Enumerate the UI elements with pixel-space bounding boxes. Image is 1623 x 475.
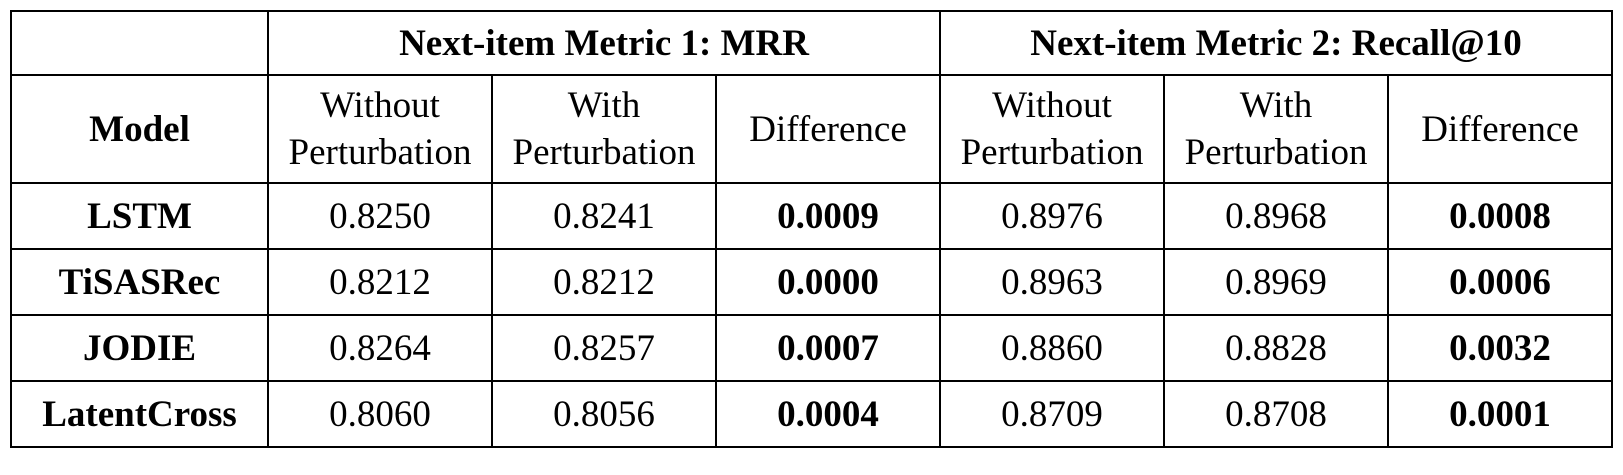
group-header-recall: Next-item Metric 2: Recall@10 [939, 10, 1614, 76]
mrr-difference-cell: 0.0007 [714, 314, 942, 382]
model-name: LatentCross [10, 380, 269, 448]
recall-difference-cell: 0.0008 [1387, 182, 1614, 250]
mrr-with-cell: 0.8257 [491, 314, 717, 382]
sub-header-line1: Difference [749, 108, 907, 150]
sub-header-recall-difference: Difference [1387, 74, 1614, 184]
sub-header-line1: Without [992, 85, 1112, 126]
sub-header-line2: Perturbation [288, 132, 472, 173]
results-table: Next-item Metric 1: MRR Next-item Metric… [10, 10, 1614, 448]
model-name: TiSASRec [10, 248, 269, 316]
mrr-with-cell: 0.8056 [491, 380, 717, 448]
mrr-difference-cell: 0.0009 [714, 182, 942, 250]
recall-difference-cell: 0.0001 [1387, 380, 1614, 448]
sub-header-mrr-difference: Difference [714, 74, 942, 184]
mrr-with-cell: 0.8212 [491, 248, 717, 316]
sub-header-recall-with: With Perturbation [1163, 74, 1390, 184]
recall-with-cell: 0.8708 [1163, 380, 1390, 448]
mrr-without-cell: 0.8060 [267, 380, 493, 448]
mrr-difference-cell: 0.0004 [714, 380, 942, 448]
recall-with-cell: 0.8969 [1163, 248, 1390, 316]
recall-without-cell: 0.8976 [939, 182, 1166, 250]
mrr-without-cell: 0.8250 [267, 182, 493, 250]
sub-header-recall-without: Without Perturbation [939, 74, 1166, 184]
sub-header-line1: Difference [1421, 108, 1579, 150]
group-header-row: Next-item Metric 1: MRR Next-item Metric… [10, 10, 1614, 76]
model-name: LSTM [10, 182, 269, 250]
sub-header-line1: Without [320, 85, 440, 126]
recall-difference-cell: 0.0032 [1387, 314, 1614, 382]
sub-header-row: Model Without Perturbation With Perturbati… [10, 74, 1614, 184]
sub-header-line1: With [567, 85, 641, 126]
sub-header-mrr-without: Without Perturbation [267, 74, 493, 184]
sub-header-line1: With [1239, 85, 1313, 126]
model-header: Model [10, 74, 269, 184]
model-name: JODIE [10, 314, 269, 382]
table-row: JODIE 0.8264 0.8257 0.0007 0.8860 0.8828… [10, 314, 1614, 382]
sub-header-line2: Perturbation [512, 132, 696, 173]
corner-cell [10, 10, 269, 76]
table-row: TiSASRec 0.8212 0.8212 0.0000 0.8963 0.8… [10, 248, 1614, 316]
mrr-without-cell: 0.8264 [267, 314, 493, 382]
group-header-mrr: Next-item Metric 1: MRR [266, 10, 942, 76]
recall-with-cell: 0.8828 [1163, 314, 1390, 382]
mrr-difference-cell: 0.0000 [714, 248, 942, 316]
sub-header-line2: Perturbation [1184, 132, 1368, 173]
table-row: LSTM 0.8250 0.8241 0.0009 0.8976 0.8968 … [10, 182, 1614, 250]
recall-difference-cell: 0.0006 [1387, 248, 1614, 316]
recall-without-cell: 0.8709 [939, 380, 1166, 448]
mrr-without-cell: 0.8212 [267, 248, 493, 316]
recall-without-cell: 0.8860 [939, 314, 1166, 382]
recall-with-cell: 0.8968 [1163, 182, 1390, 250]
sub-header-line2: Perturbation [960, 132, 1144, 173]
table-row: LatentCross 0.8060 0.8056 0.0004 0.8709 … [10, 380, 1614, 448]
mrr-with-cell: 0.8241 [491, 182, 717, 250]
recall-without-cell: 0.8963 [939, 248, 1166, 316]
sub-header-mrr-with: With Perturbation [491, 74, 717, 184]
